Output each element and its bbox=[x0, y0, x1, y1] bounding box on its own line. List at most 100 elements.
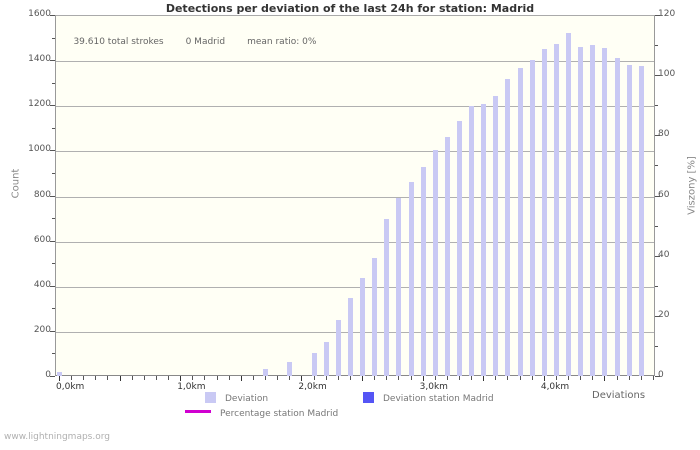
x-axis-tick bbox=[155, 376, 157, 380]
y-axis-right-tick-label: 40 bbox=[658, 249, 670, 260]
x-axis-tick-label: 0,0km bbox=[56, 382, 85, 392]
y-axis-right-tick bbox=[655, 15, 660, 16]
y-axis-left-tick-label: 1200 bbox=[28, 99, 51, 110]
x-axis-tick bbox=[446, 376, 448, 380]
y-axis-right-tick bbox=[655, 345, 658, 347]
x-axis-tick bbox=[422, 376, 424, 381]
bar bbox=[263, 369, 269, 376]
y-axis-right-tick bbox=[655, 376, 660, 377]
chart-legend: Deviation Deviation station Madrid Percent… bbox=[0, 392, 700, 432]
x-axis-title: Deviations bbox=[592, 390, 646, 401]
chart-title: Detections per deviation of the last 24h… bbox=[165, 2, 535, 15]
x-axis-tick bbox=[374, 376, 376, 380]
bar bbox=[578, 46, 584, 376]
bar bbox=[517, 68, 523, 376]
x-axis-tick bbox=[83, 376, 85, 380]
y-axis-left-tick bbox=[50, 240, 55, 242]
x-axis-tick bbox=[337, 376, 339, 380]
y-axis-left-tick-label: 600 bbox=[33, 234, 51, 245]
bar bbox=[311, 353, 317, 376]
x-axis-tick bbox=[204, 376, 206, 380]
bar bbox=[529, 60, 535, 376]
y-axis-left-tick-label: 200 bbox=[33, 324, 51, 335]
x-axis-tick bbox=[495, 376, 497, 380]
bar bbox=[638, 65, 644, 376]
annotation-total-strokes: 39.610 total strokes bbox=[73, 37, 164, 47]
x-axis-tick bbox=[398, 376, 400, 380]
x-axis-tick bbox=[555, 376, 557, 380]
y-axis-right-tick bbox=[655, 285, 658, 287]
bar bbox=[360, 277, 366, 376]
gridline bbox=[56, 196, 654, 198]
y-axis-right-tick-label: 80 bbox=[658, 129, 670, 140]
x-axis-tick bbox=[143, 376, 145, 380]
x-axis-tick bbox=[592, 376, 594, 380]
y-axis-left-tick bbox=[52, 263, 55, 265]
bar bbox=[602, 47, 608, 376]
bar bbox=[57, 371, 62, 376]
x-axis-tick bbox=[180, 376, 182, 381]
x-axis-tick bbox=[95, 376, 97, 380]
bar bbox=[553, 44, 559, 376]
y-axis-left-tick bbox=[52, 353, 55, 355]
y-axis-left-tick-label: 1000 bbox=[28, 144, 51, 155]
y-axis-left-tick-label: 0 bbox=[45, 370, 51, 380]
x-axis-tick bbox=[410, 376, 412, 380]
x-axis-tick bbox=[483, 376, 485, 381]
legend-item[interactable]: Deviation station Madrid bbox=[363, 392, 494, 404]
y-axis-right-title: Viszony [%] bbox=[686, 156, 698, 215]
bar bbox=[372, 257, 378, 376]
x-axis-tick bbox=[362, 376, 364, 381]
x-axis-tick bbox=[531, 376, 533, 380]
x-axis-tick bbox=[628, 376, 630, 380]
y-axis-left-tick-label: 1600 bbox=[28, 9, 51, 19]
x-axis-tick bbox=[252, 376, 254, 380]
y-axis-left-tick bbox=[52, 218, 55, 220]
y-axis-right-tick-label: 120 bbox=[658, 9, 676, 19]
x-axis-tick bbox=[543, 376, 545, 381]
y-axis-left-tick bbox=[50, 330, 55, 332]
gridline bbox=[56, 241, 654, 243]
x-axis-tick bbox=[386, 376, 388, 380]
y-axis-right-tick-label: 100 bbox=[658, 69, 676, 80]
bar bbox=[323, 342, 329, 376]
bar bbox=[396, 197, 402, 376]
y-axis-right-tick bbox=[655, 135, 660, 137]
x-axis-tick bbox=[568, 376, 570, 380]
legend-item[interactable]: Percentage station Madrid bbox=[185, 409, 338, 419]
legend-swatch-icon bbox=[205, 392, 216, 403]
x-axis-tick bbox=[265, 376, 267, 380]
y-axis-right-tick bbox=[655, 165, 658, 167]
y-axis-right: 120 100 80 60 40 20 0 bbox=[658, 0, 700, 450]
x-axis-tick bbox=[119, 376, 121, 381]
x-axis-tick bbox=[192, 376, 194, 380]
x-axis-tick bbox=[289, 376, 291, 380]
x-axis-tick bbox=[216, 376, 218, 380]
x-axis-tick-label: 2,0km bbox=[298, 382, 327, 392]
y-axis-left-tick bbox=[50, 285, 55, 287]
y-axis-right-tick bbox=[655, 75, 660, 77]
bar bbox=[481, 104, 487, 376]
y-axis-right-tick bbox=[655, 255, 660, 257]
gridline bbox=[56, 151, 654, 153]
x-axis-tick bbox=[59, 376, 60, 381]
x-axis-tick bbox=[228, 376, 230, 380]
bar bbox=[335, 319, 341, 376]
bar bbox=[420, 167, 426, 376]
footer-url: www.lightningmaps.org bbox=[4, 432, 110, 442]
y-axis-left-title: Count bbox=[10, 168, 22, 199]
annotation-mean-ratio: mean ratio: 0% bbox=[247, 37, 317, 47]
y-axis-left-tick-label: 400 bbox=[33, 279, 51, 290]
x-axis-tick bbox=[301, 376, 303, 381]
x-axis-tick bbox=[519, 376, 521, 380]
x-axis-tick bbox=[640, 376, 642, 380]
gridline bbox=[56, 331, 654, 333]
chart-annotations: 39.610 total strokes 0 Madrid mean ratio: … bbox=[62, 27, 338, 57]
x-axis-tick bbox=[580, 376, 582, 380]
legend-item[interactable]: Deviation bbox=[205, 392, 268, 404]
y-axis-right-tick bbox=[655, 45, 658, 47]
y-axis-right-tick bbox=[655, 105, 658, 107]
y-axis-left-tick bbox=[50, 195, 55, 197]
legend-label: Percentage station Madrid bbox=[220, 409, 339, 419]
